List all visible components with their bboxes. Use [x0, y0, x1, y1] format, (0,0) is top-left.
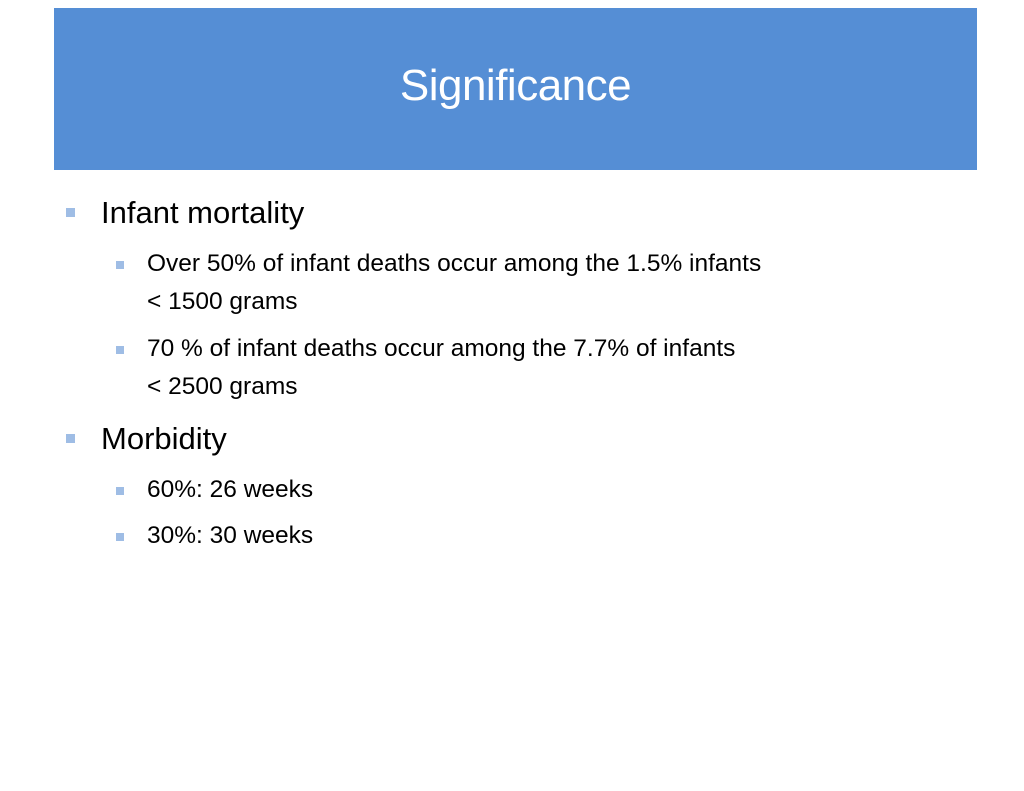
- bullet-item-infant-mortality: Infant mortality: [101, 195, 305, 230]
- slide-title: Significance: [399, 61, 632, 110]
- bullet-item-morbidity: Morbidity: [101, 421, 227, 456]
- sub-bullet-line: 30%: 30 weeks: [147, 522, 314, 549]
- sub-bullet-line: < 1500 grams: [147, 288, 298, 315]
- bullet-icon: [116, 261, 124, 269]
- bullet-icon: [116, 346, 124, 354]
- bullet-icon: [66, 434, 75, 443]
- bullet-icon: [116, 487, 124, 495]
- sub-bullet-line: 70 % of infant deaths occur among the 7.…: [147, 335, 736, 362]
- title-bar: Significance: [54, 8, 977, 170]
- bullet-icon: [116, 533, 124, 541]
- sub-bullet-line: < 2500 grams: [147, 373, 298, 400]
- bullet-icon: [66, 208, 75, 217]
- sub-bullet-line: Over 50% of infant deaths occur among th…: [147, 250, 762, 277]
- sub-bullet-line: 60%: 26 weeks: [147, 476, 314, 503]
